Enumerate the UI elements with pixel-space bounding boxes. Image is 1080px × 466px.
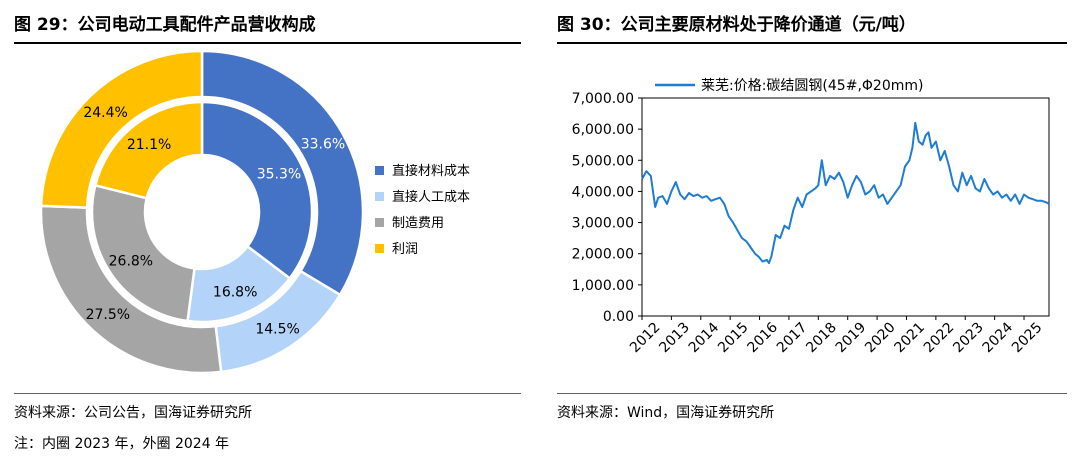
x-tick-label: 2018: [803, 320, 840, 357]
x-tick-label: 2022: [921, 320, 958, 357]
legend-label-2: 制造费用: [392, 216, 444, 231]
y-tick-label: 2,000.00: [572, 247, 634, 263]
x-tick-label: 2017: [774, 320, 811, 357]
x-tick-label: 2025: [1009, 320, 1046, 357]
y-tick-label: 7,000.00: [572, 91, 634, 107]
inner-slice-label-2: 26.8%: [109, 253, 153, 269]
plot-frame: [641, 97, 1050, 317]
inner-slice-label-1: 16.8%: [213, 284, 257, 300]
right-title-rule: [557, 42, 1067, 44]
line-chart: 0.00 1,000.00 2,000.00 3,000.00 4,000.00 5,00…: [572, 77, 1050, 357]
y-tick-label: 5,000.00: [572, 153, 634, 169]
outer-slice-label-2: 27.5%: [86, 307, 130, 323]
x-tick-label: 2019: [833, 320, 870, 357]
legend-label-3: 利润: [392, 242, 418, 257]
donut-chart: 35.3% 16.8% 26.8% 21.1% 33.6% 14.5% 27.5% 24.4%…: [39, 50, 470, 375]
inner-slice-2: [90, 183, 196, 323]
right-source: 资料来源：Wind，国海证券研究所: [557, 405, 775, 421]
left-chart-title: 图 29：公司电动工具配件产品营收构成: [14, 15, 316, 35]
right-chart-title: 图 30：公司主要原材料处于降价通道（元/吨）: [557, 15, 916, 35]
y-tick-label: 1,000.00: [572, 278, 634, 294]
legend-swatch-2: [375, 218, 384, 227]
legend-swatch-0: [375, 166, 384, 175]
price-series-line: [641, 121, 1050, 265]
legend-swatch-1: [375, 192, 384, 201]
outer-slice-0: [200, 50, 365, 297]
outer-slice-label-1: 14.5%: [255, 322, 299, 338]
x-tick-label: 2023: [950, 320, 987, 357]
inner-slice-label-0: 35.3%: [257, 167, 301, 183]
left-note: 注：内圈 2023 年，外圈 2024 年: [14, 436, 230, 452]
legend-series-label: 莱芜:价格:碳结圆钢(45#,Φ20mm): [701, 77, 923, 94]
x-tick-label: 2024: [980, 319, 1017, 356]
x-tick-label: 2014: [686, 319, 723, 356]
outer-slice-label-0: 33.6%: [301, 137, 345, 153]
legend-label-1: 直接人工成本: [392, 189, 470, 205]
left-source: 资料来源：公司公告，国海证券研究所: [14, 405, 252, 421]
inner-slice-label-3: 21.1%: [127, 137, 171, 153]
y-tick-label: 6,000.00: [572, 122, 634, 138]
left-title-rule: [14, 42, 521, 44]
x-tick-label: 2021: [891, 320, 928, 357]
left-bottom-rule: [14, 393, 521, 394]
x-tick-label: 2020: [862, 320, 899, 357]
inner-slice-0: [200, 100, 314, 281]
y-tick-label: 3,000.00: [572, 216, 634, 232]
y-tick-label: 0.00: [603, 309, 634, 325]
inner-slice-3: [93, 100, 204, 200]
legend-label-0: 直接材料成本: [392, 163, 470, 179]
x-tick-label: 2013: [656, 320, 693, 357]
outer-slice-3: [39, 50, 204, 209]
legend-swatch-3: [375, 244, 384, 253]
x-tick-label: 2016: [745, 319, 782, 356]
outer-slice-label-3: 24.4%: [83, 105, 127, 121]
x-tick-label: 2015: [715, 320, 752, 357]
right-bottom-rule: [557, 393, 1067, 394]
y-tick-label: 4,000.00: [572, 184, 634, 200]
